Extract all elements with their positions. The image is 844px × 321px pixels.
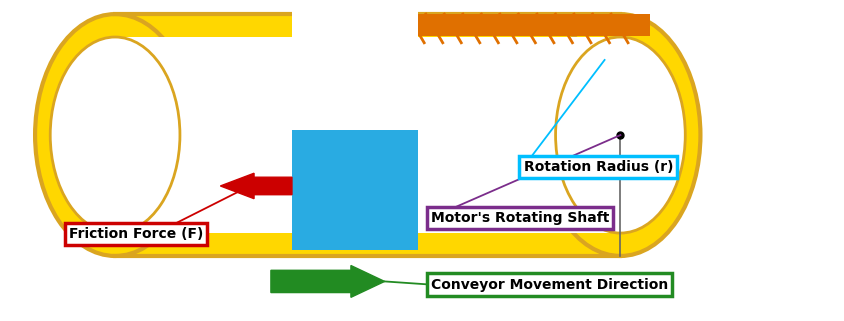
FancyArrow shape: [220, 173, 292, 199]
Polygon shape: [115, 14, 619, 256]
Polygon shape: [115, 37, 619, 233]
FancyArrow shape: [271, 265, 384, 297]
Ellipse shape: [555, 37, 684, 233]
Text: Conveyor Movement Direction: Conveyor Movement Direction: [430, 278, 668, 291]
Polygon shape: [292, 130, 418, 250]
Polygon shape: [292, 11, 418, 250]
Ellipse shape: [35, 14, 195, 256]
Text: Rotation Radius (r): Rotation Radius (r): [523, 160, 673, 174]
Text: Motor's Rotating Shaft: Motor's Rotating Shaft: [430, 211, 609, 225]
Text: Friction Force (F): Friction Force (F): [68, 227, 203, 241]
Polygon shape: [292, 14, 649, 36]
Ellipse shape: [50, 37, 180, 233]
Ellipse shape: [540, 14, 700, 256]
